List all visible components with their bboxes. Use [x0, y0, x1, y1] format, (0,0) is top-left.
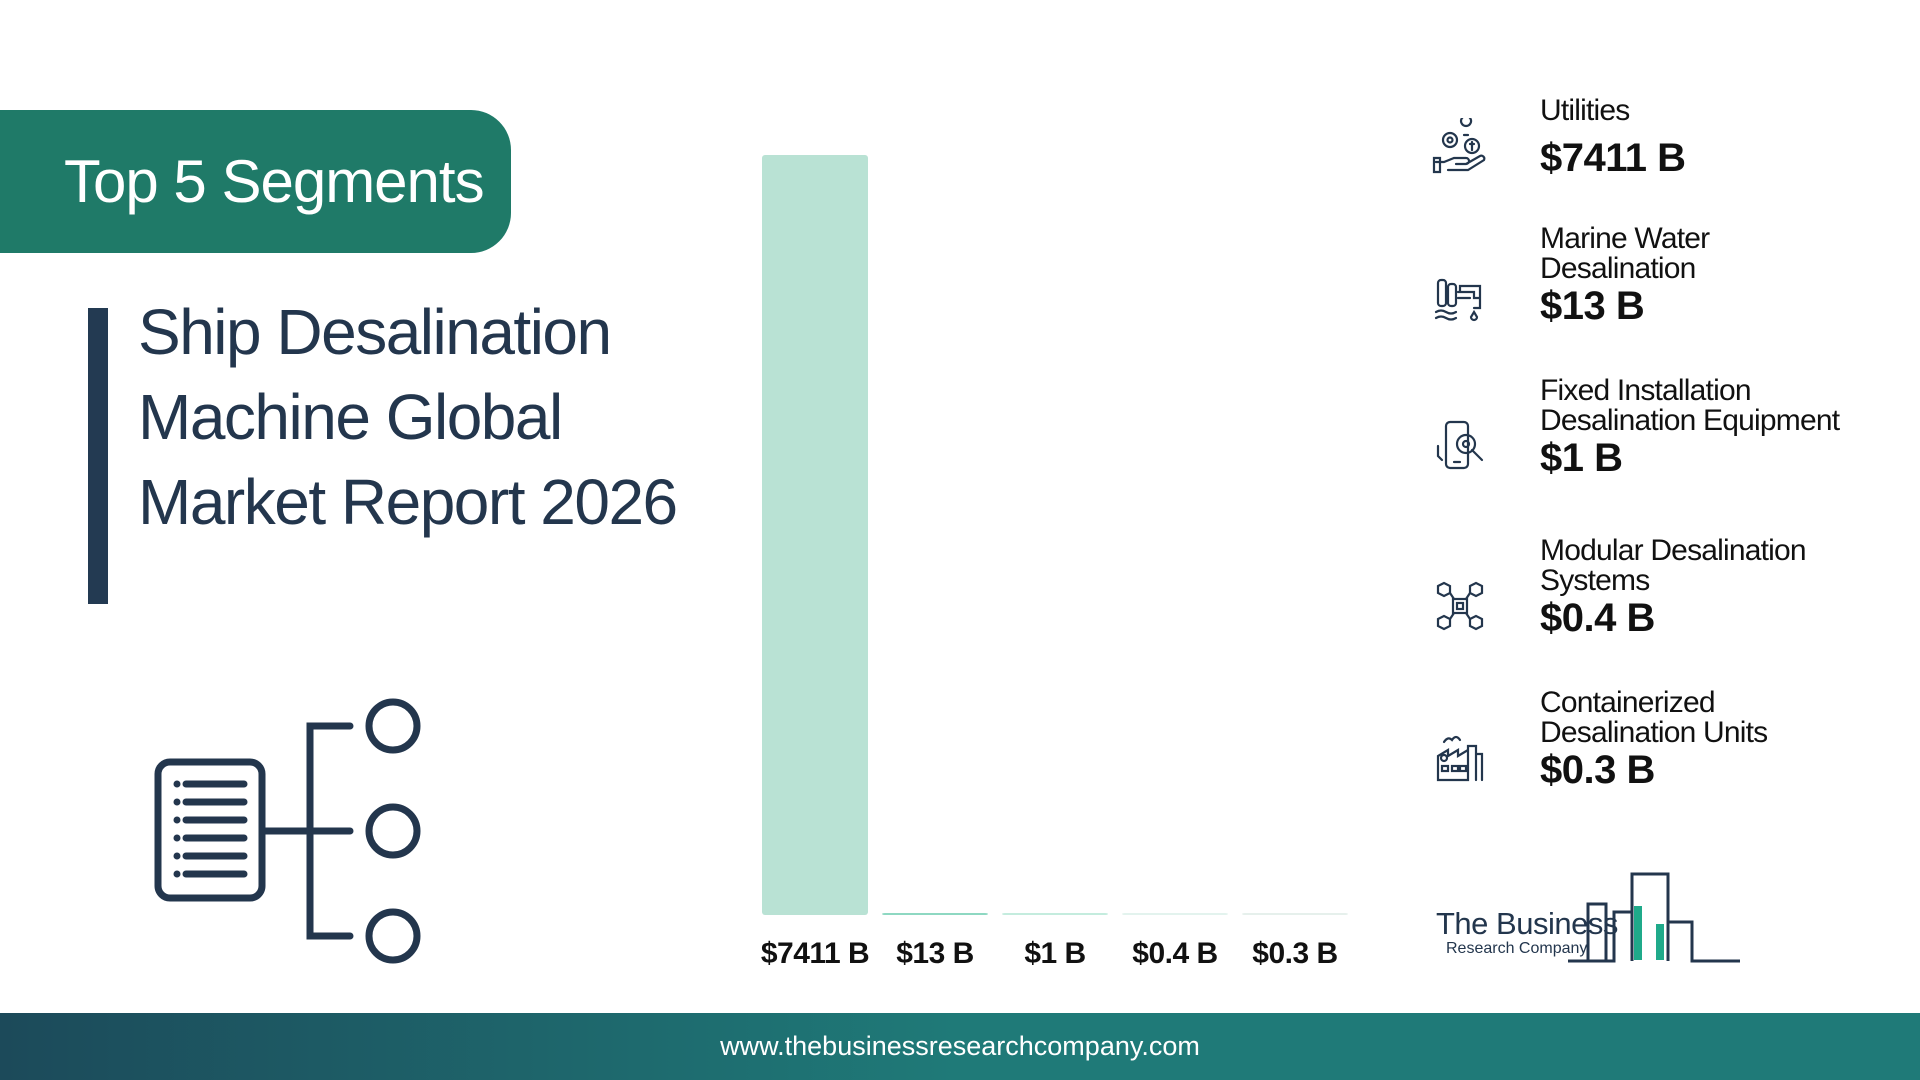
logo-text-line-1: The Business	[1436, 906, 1618, 941]
legend-name-line-1: Fixed Installation	[1540, 374, 1752, 407]
legend-name-line-2: Systems	[1540, 564, 1650, 597]
legend-name-line-2: Desalination Units	[1540, 716, 1768, 749]
title-accent-bar	[88, 308, 108, 604]
segments-badge-label: Top 5 Segments	[64, 148, 485, 215]
legend-name-line-1: Containerized	[1540, 686, 1716, 719]
modular-cubes-icon	[1412, 558, 1508, 654]
bar-value-label: $13 B	[896, 937, 974, 970]
bar-value-label: $7411 B	[760, 937, 870, 970]
factory-icon	[1412, 710, 1508, 806]
hand-money-gear-icon	[1412, 100, 1508, 196]
report-title-line-3: Market Report 2026	[138, 466, 678, 538]
legend-name-line-2: Desalination Equipment	[1540, 404, 1840, 437]
logo-text-line-2: Research Company	[1446, 940, 1588, 957]
legend-name-line-2: Desalination	[1540, 252, 1696, 285]
bar-4	[1122, 913, 1228, 915]
legend-name-line-1: Modular Desalination	[1540, 534, 1807, 567]
bar-value-label: $1 B	[1024, 937, 1086, 970]
segments-badge: Top 5 Segments	[0, 110, 511, 253]
legend-name: Utilities	[1540, 94, 1630, 127]
footer-bar: www.thebusinessresearchcompany.com	[0, 1013, 1920, 1080]
report-title-line-1: Ship Desalination	[138, 296, 612, 368]
legend-value: $0.3 B	[1540, 748, 1655, 792]
report-title-line-2: Machine Global	[138, 381, 563, 453]
legend-value: $1 B	[1540, 436, 1623, 480]
legend-value: $7411 B	[1540, 136, 1686, 180]
bar-3	[1002, 913, 1108, 915]
water-desalination-plant-icon	[1412, 250, 1508, 346]
bar-2	[882, 913, 988, 915]
bar-value-label: $0.4 B	[1132, 937, 1218, 970]
company-logo: The Business Research Company	[1434, 870, 1744, 970]
legend-value: $13 B	[1540, 284, 1645, 328]
footer-website-link[interactable]: www.thebusinessresearchcompany.com	[720, 1031, 1200, 1061]
bar-1	[762, 155, 868, 915]
segment-legend: Utilities $7411 B Marine Water Desalinat…	[1412, 0, 1912, 1000]
hierarchy-list-icon	[154, 698, 421, 964]
logo-bars-graphic	[1568, 872, 1740, 963]
bar-chart-plot	[762, 155, 1348, 915]
segment-bar-chart: $7411 B $13 B $1 B $0.4 B $0.3 B	[740, 70, 1360, 990]
report-title: Ship Desalination Machine Global Market …	[138, 290, 738, 545]
legend-value: $0.4 B	[1540, 596, 1655, 640]
mobile-gear-icon	[1412, 398, 1508, 494]
legend-name-line-1: Marine Water	[1540, 222, 1710, 255]
bar-5	[1242, 913, 1348, 915]
bar-value-label: $0.3 B	[1252, 937, 1338, 970]
